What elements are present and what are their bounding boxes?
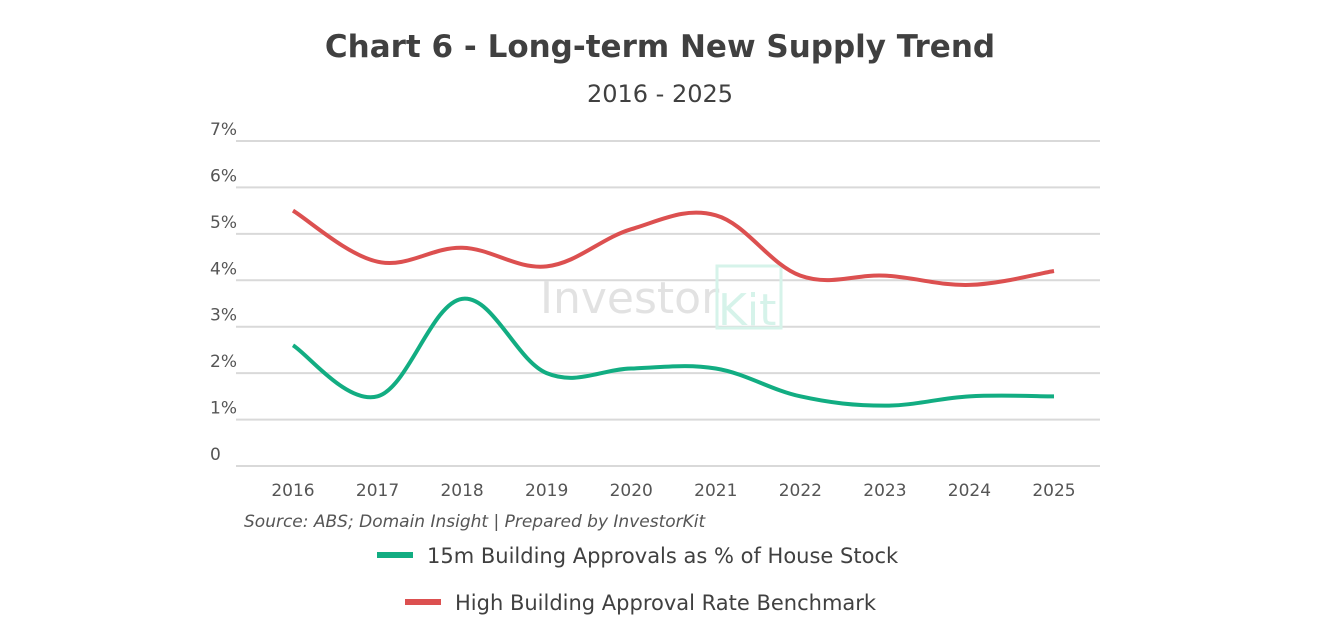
x-tick-label: 2020 [610, 481, 653, 501]
y-tick-label: 6% [210, 166, 237, 186]
y-tick-label: 5% [210, 213, 237, 233]
series-line-0 [291, 296, 1055, 408]
y-tick-label: 2% [210, 352, 237, 372]
legend-label: 15m Building Approvals as % of House Sto… [427, 544, 899, 568]
watermark-kit: Kit [718, 285, 776, 336]
chart-title: Chart 6 - Long-term New Supply Trend [325, 29, 995, 65]
chart-subtitle: 2016 - 2025 [587, 80, 733, 108]
x-tick-label: 2019 [525, 481, 568, 501]
x-tick-label: 2023 [863, 481, 906, 501]
source-note: Source: ABS; Domain Insight | Prepared b… [244, 512, 707, 532]
x-tick-label: 2016 [271, 481, 314, 501]
watermark: Investor Kit [540, 264, 783, 336]
y-tick-label: 1% [210, 399, 237, 419]
y-tick-label: 7% [210, 120, 237, 140]
x-tick-label: 2022 [779, 481, 822, 501]
y-tick-label: 3% [210, 306, 237, 326]
y-tick-label: 4% [210, 259, 237, 279]
x-tick-label: 2021 [694, 481, 737, 501]
x-tick-label: 2024 [948, 481, 991, 501]
x-tick-label: 2018 [440, 481, 483, 501]
watermark-logo: Investor [540, 273, 720, 324]
y-tick-label: 0 [210, 445, 221, 465]
x-tick-label: 2017 [356, 481, 399, 501]
series-line-1 [291, 208, 1055, 287]
x-tick-label: 2025 [1032, 481, 1075, 501]
watermark-box [715, 264, 783, 330]
legend-label: High Building Approval Rate Benchmark [455, 591, 877, 615]
